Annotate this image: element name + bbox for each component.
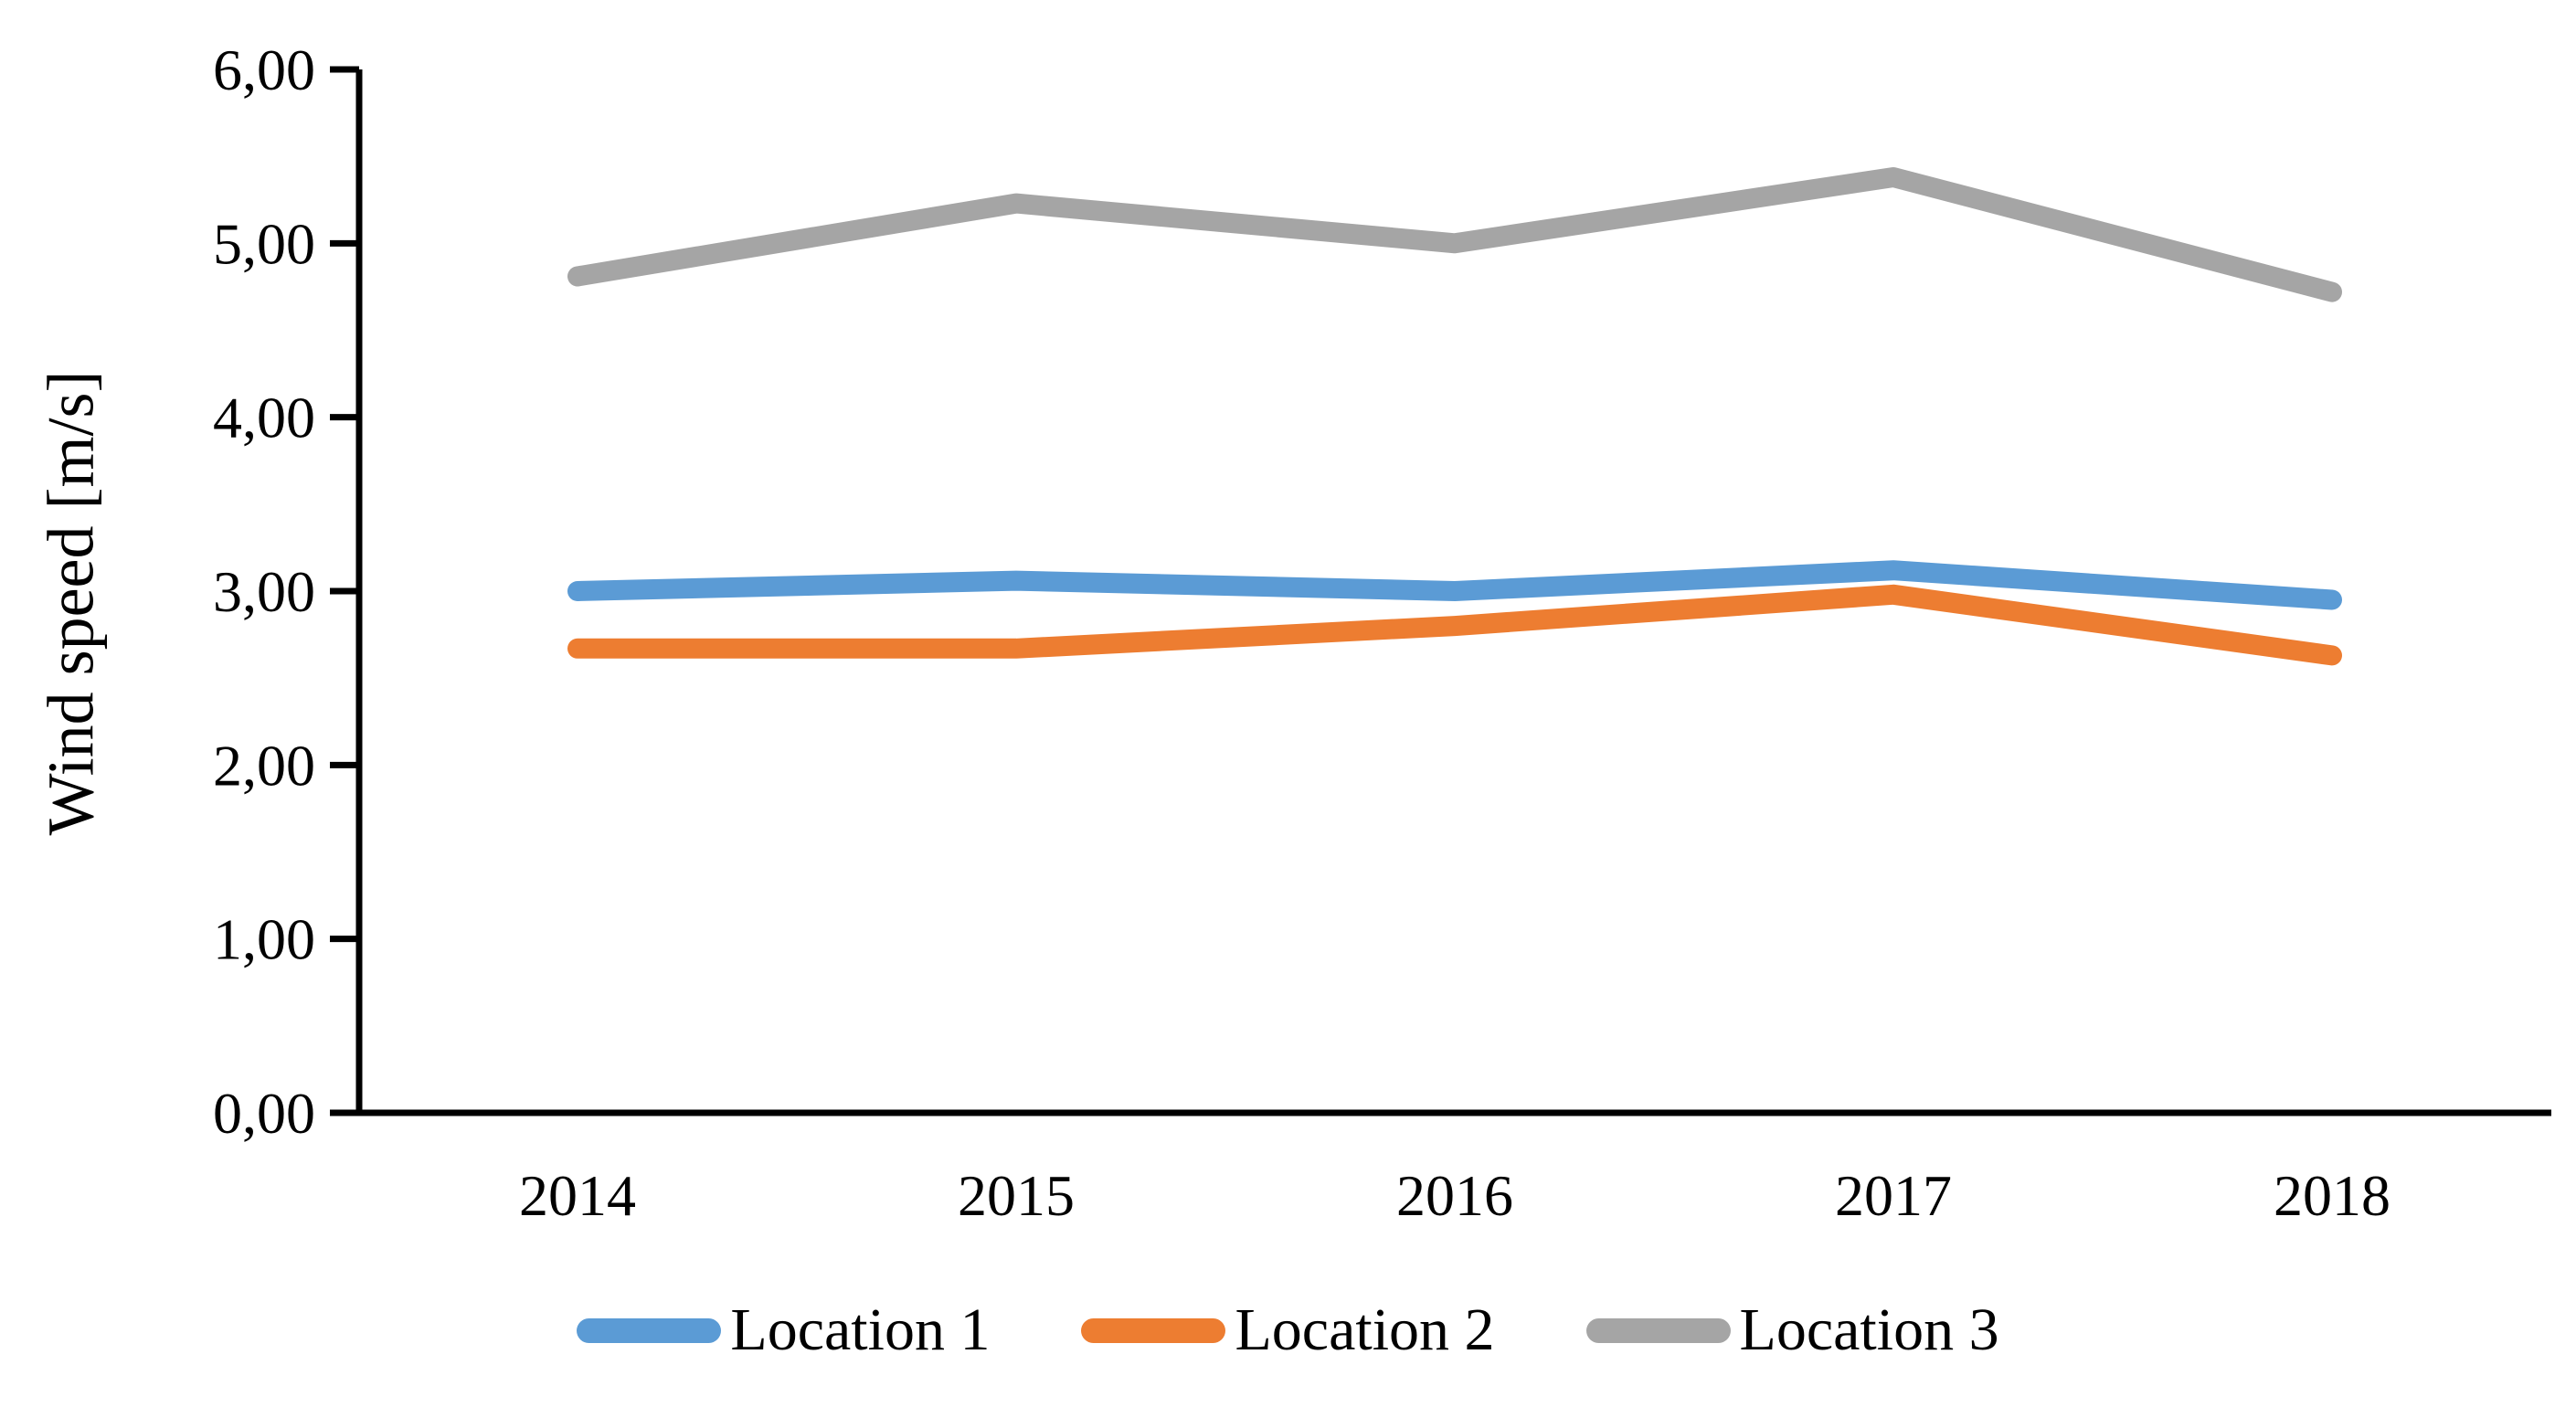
legend-label: Location 2 — [1235, 1296, 1495, 1363]
legend-label: Location 3 — [1739, 1296, 1999, 1363]
legend-swatch-location-2 — [1081, 1317, 1226, 1343]
y-tick-label: 1,00 — [213, 907, 315, 972]
y-tick-label: 4,00 — [213, 386, 315, 450]
legend-item-location-2: Location 2 — [1081, 1296, 1495, 1365]
y-tick-label: 6,00 — [213, 37, 315, 102]
y-tick-label: 3,00 — [213, 559, 315, 624]
legend-item-location-3: Location 3 — [1585, 1296, 1999, 1365]
x-tick-label: 2018 — [2274, 1163, 2390, 1228]
series-line-location-2 — [567, 584, 2342, 666]
x-tick-label: 2017 — [1835, 1163, 1952, 1228]
legend-swatch-location-3 — [1585, 1317, 1731, 1343]
x-tick-label: 2014 — [519, 1163, 636, 1228]
legend-label: Location 1 — [730, 1296, 991, 1363]
y-tick-label: 2,00 — [213, 733, 315, 798]
chart-legend: Location 1 Location 2 Location 3 — [0, 1296, 2576, 1365]
x-tick-label: 2016 — [1396, 1163, 1513, 1228]
y-tick-label: 5,00 — [213, 211, 315, 276]
series-line-location-3 — [567, 167, 2342, 302]
x-tick-label: 2015 — [958, 1163, 1075, 1228]
y-tick-label: 0,00 — [213, 1081, 315, 1146]
legend-swatch-location-1 — [577, 1317, 722, 1343]
series-line-location-1 — [567, 560, 2342, 610]
legend-item-location-1: Location 1 — [577, 1296, 990, 1365]
